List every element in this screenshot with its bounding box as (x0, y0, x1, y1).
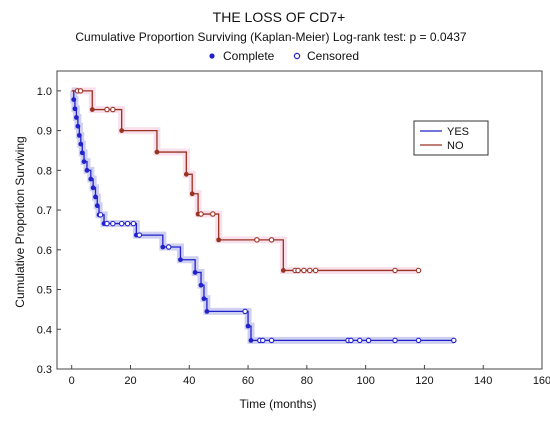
censored-point-no (254, 237, 260, 243)
event-point-no (216, 237, 222, 243)
event-point-yes (204, 308, 210, 314)
x-tick-label: 160 (533, 375, 550, 387)
event-point-yes (178, 257, 183, 263)
chart-subtitle: Cumulative Proportion Surviving (Kaplan-… (75, 30, 467, 44)
censored-point-yes (365, 337, 372, 344)
y-tick-label: 0.3 (37, 364, 52, 376)
x-axis-label: Time (months) (240, 397, 317, 411)
censored-point-yes (124, 220, 131, 227)
censored-point-no (268, 237, 275, 243)
series-legend-label-no: NO (447, 140, 464, 152)
event-point-no (89, 107, 95, 112)
event-point-yes (160, 244, 166, 250)
x-tick-label: 40 (183, 375, 195, 387)
event-point-yes (81, 159, 87, 164)
survival-curve-no (71, 90, 419, 272)
y-tick-label: 0.8 (37, 165, 52, 177)
censored-point-yes (415, 337, 422, 344)
censored-point-yes (451, 337, 457, 344)
event-point-yes (192, 270, 198, 275)
x-tick-label: 140 (474, 375, 492, 387)
censored-point-no (392, 267, 398, 274)
censored-point-no (301, 267, 307, 274)
event-point-no (154, 149, 160, 155)
complete-marker-legend (209, 53, 215, 59)
censored-point-no (307, 267, 313, 274)
event-point-yes (78, 141, 84, 147)
event-point-yes (84, 167, 90, 173)
y-tick-label: 0.5 (37, 285, 52, 297)
x-tick-label: 120 (415, 375, 433, 387)
complete-legend-label: Complete (223, 49, 275, 63)
plot-area (56, 70, 543, 370)
event-point-yes (72, 106, 78, 112)
censored-point-yes (268, 337, 275, 344)
survival-markers (71, 88, 457, 344)
axis-ticks: 0 20 40 60 80 100 120 140 160 0.3 0.4 0.5 0.6 0.7 0.8 0… (37, 86, 550, 387)
censored-point-yes (130, 220, 137, 227)
censored-point-no (104, 106, 110, 113)
censored-point-yes (392, 337, 398, 344)
censored-point-yes (104, 220, 110, 227)
censored-point-yes (97, 212, 104, 218)
censored-point-no (415, 267, 422, 274)
event-point-no (189, 191, 195, 197)
event-point-yes (74, 115, 79, 120)
chart-title: THE LOSS OF CD7+ (213, 9, 346, 25)
y-tick-label: 0.6 (37, 245, 52, 257)
event-point-yes (88, 176, 94, 182)
censored-point-no (198, 211, 204, 217)
event-point-yes (248, 337, 254, 343)
censored-point-no (110, 106, 116, 113)
event-point-yes (79, 150, 85, 156)
event-point-yes (75, 123, 81, 129)
series-legend-box (413, 120, 489, 156)
censored-point-yes (260, 337, 266, 344)
event-point-yes (90, 185, 96, 191)
x-tick-label: 20 (124, 375, 136, 387)
censored-point-no (210, 211, 216, 217)
x-tick-label: 0 (69, 375, 75, 387)
censored-point-no (77, 88, 84, 94)
x-tick-label: 100 (356, 375, 374, 387)
censored-point-yes (165, 244, 172, 250)
event-point-yes (71, 97, 77, 103)
y-tick-label: 0.4 (37, 324, 52, 336)
y-tick-label: 1.0 (37, 86, 52, 98)
event-point-yes (201, 296, 207, 302)
censored-point-yes (242, 308, 248, 315)
x-tick-label: 80 (301, 375, 313, 387)
y-tick-label: 0.9 (37, 126, 52, 138)
event-point-yes (93, 194, 98, 200)
y-tick-label: 0.7 (37, 205, 52, 217)
event-point-no (183, 171, 189, 177)
censored-point-yes (357, 337, 363, 344)
censored-legend-label: Censored (307, 49, 359, 63)
x-tick-label: 60 (242, 375, 254, 387)
censored-point-no (295, 267, 301, 274)
series-legend-label-yes: YES (447, 126, 469, 138)
censored-point-yes (348, 337, 354, 344)
event-point-no (119, 128, 125, 134)
censored-marker-legend (293, 52, 301, 60)
censored-point-no (312, 267, 319, 274)
censored-point-yes (118, 220, 125, 227)
y-axis-label: Cumulative Proportion Surviving (13, 136, 27, 307)
event-point-yes (76, 132, 82, 138)
event-point-yes (245, 323, 251, 329)
censored-point-yes (136, 232, 143, 238)
censored-point-yes (110, 220, 116, 227)
event-point-yes (94, 203, 100, 209)
event-point-no (280, 268, 286, 273)
event-point-yes (198, 282, 204, 288)
